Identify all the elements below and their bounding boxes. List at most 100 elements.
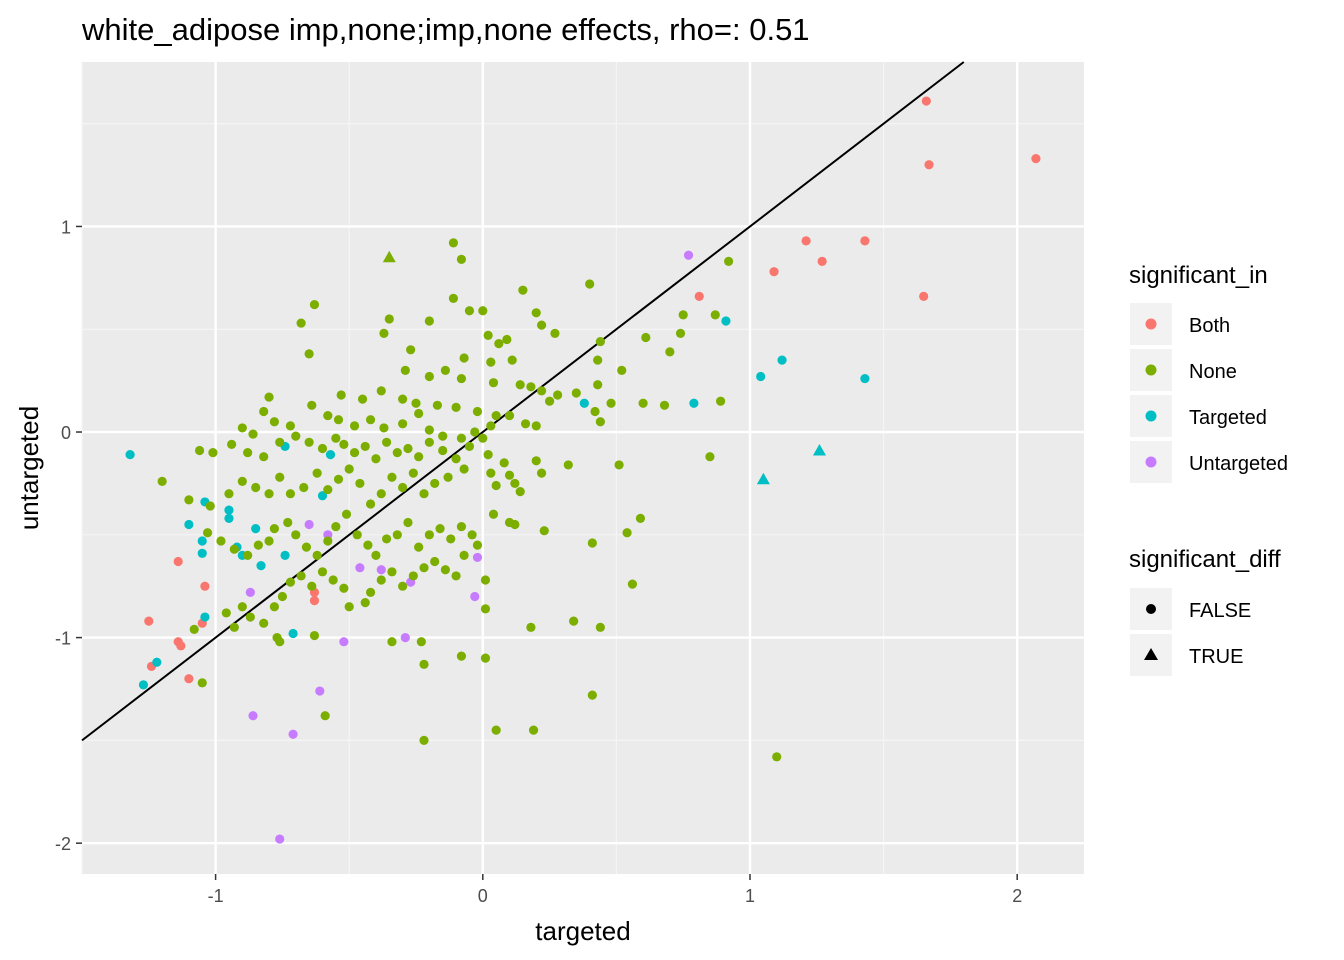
point-none	[459, 464, 469, 474]
point-none	[398, 394, 408, 404]
x-tick-label: 2	[1012, 886, 1022, 906]
x-tick-label: -1	[208, 886, 224, 906]
point-none	[403, 517, 413, 528]
point-none	[304, 437, 314, 447]
legend-title-significant-diff: significant_diff	[1129, 546, 1281, 573]
point-none	[480, 575, 491, 585]
point-both	[817, 256, 827, 267]
point-none	[194, 445, 205, 456]
point-none	[384, 314, 394, 324]
x-axis-ticks: -1 0 1 2	[208, 874, 1022, 906]
legend-title-significant-in: significant_in	[1129, 262, 1268, 289]
point-both	[309, 595, 320, 606]
point-targeted	[721, 316, 731, 326]
point-none	[414, 408, 424, 419]
point-none	[304, 349, 314, 359]
point-none	[323, 484, 333, 495]
point-none	[571, 388, 581, 398]
point-none	[430, 556, 440, 567]
point-none	[424, 437, 434, 447]
point-none	[446, 534, 456, 544]
point-none	[467, 530, 477, 540]
point-none	[376, 575, 386, 585]
point-none	[259, 618, 269, 628]
point-none	[424, 371, 434, 382]
point-none	[491, 480, 501, 491]
point-untargeted	[245, 587, 255, 597]
point-none	[398, 581, 408, 591]
point-none	[595, 417, 605, 427]
point-none	[339, 439, 349, 449]
point-none	[510, 478, 520, 489]
x-tick-label: 1	[745, 886, 755, 906]
point-targeted	[860, 373, 870, 384]
point-none	[344, 464, 354, 474]
point-none	[275, 472, 285, 482]
legend-key-untargeted	[1145, 456, 1157, 468]
point-none	[478, 306, 488, 316]
legend-label-both: Both	[1189, 315, 1230, 337]
point-none	[414, 452, 424, 462]
point-targeted	[197, 548, 207, 558]
point-none	[536, 468, 547, 478]
point-none	[229, 622, 239, 632]
point-none	[459, 353, 469, 363]
point-none	[587, 690, 597, 700]
point-targeted	[224, 513, 234, 523]
point-none	[309, 299, 320, 310]
point-none	[448, 293, 459, 304]
point-none	[480, 653, 491, 663]
point-untargeted	[683, 250, 694, 260]
point-none	[349, 421, 360, 431]
point-none	[635, 513, 646, 523]
point-targeted-triangle	[812, 444, 826, 456]
point-none	[403, 443, 413, 454]
point-none	[208, 447, 218, 458]
point-both	[694, 291, 704, 301]
point-none	[536, 320, 547, 330]
point-none	[536, 386, 547, 396]
plot-panel	[82, 62, 1084, 874]
point-none	[456, 521, 467, 532]
point-none	[451, 454, 461, 464]
point-none	[772, 752, 782, 762]
point-untargeted	[315, 686, 325, 696]
point-none	[184, 495, 194, 505]
point-none	[614, 460, 624, 470]
point-none	[291, 530, 301, 540]
point-none	[456, 254, 467, 264]
point-none	[659, 400, 670, 410]
point-none	[275, 437, 285, 447]
point-targeted	[579, 398, 589, 408]
point-none	[216, 536, 226, 546]
point-none	[392, 447, 402, 458]
point-none	[277, 591, 287, 602]
point-none	[357, 394, 368, 404]
point-none	[499, 458, 509, 468]
point-both	[860, 236, 870, 246]
point-none	[408, 468, 418, 478]
point-untargeted	[400, 632, 410, 643]
point-none	[587, 538, 597, 548]
point-none	[341, 509, 352, 519]
point-untargeted	[355, 563, 365, 573]
point-none	[494, 339, 504, 349]
point-none	[491, 725, 501, 735]
point-none	[622, 528, 632, 538]
reference-line-layer	[81, 61, 965, 742]
point-both	[924, 160, 934, 170]
point-none	[269, 602, 279, 612]
point-none	[438, 445, 448, 456]
point-targeted	[756, 371, 766, 382]
point-none	[491, 410, 501, 421]
point-none	[595, 622, 605, 632]
point-none	[585, 279, 595, 289]
point-none	[197, 678, 207, 688]
point-none	[406, 345, 416, 355]
point-both	[921, 96, 931, 106]
point-none	[259, 406, 269, 417]
point-targeted	[288, 628, 298, 639]
point-none	[716, 396, 726, 406]
point-none	[320, 711, 330, 721]
